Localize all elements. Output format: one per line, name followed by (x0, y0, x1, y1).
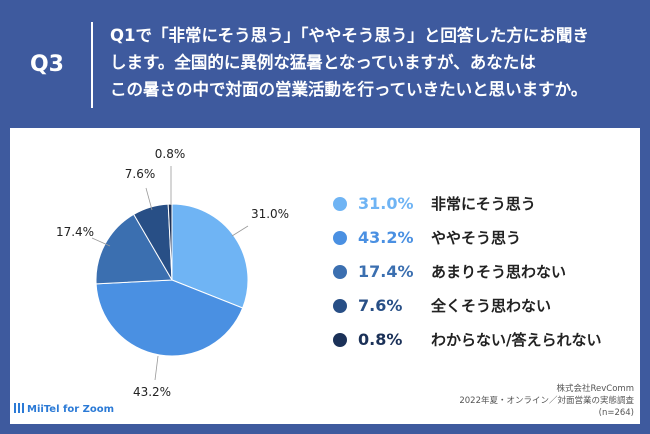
question-line: します。全国的に異例な猛暑となっていますが、あなたは (110, 53, 536, 72)
legend-label: 全くそう思わない (431, 297, 552, 315)
chart-legend: 31.0% 非常にそう思う 43.2% ややそう思う 17.4% あまりそう思わ… (333, 192, 633, 362)
slice-value-label: 17.4% (56, 225, 94, 239)
pie-slice (95, 279, 244, 357)
brand-logo: MiiTel for Zoom (14, 403, 114, 415)
label-leader-line (145, 187, 153, 211)
legend-label: 非常にそう思う (431, 195, 536, 213)
legend-value: 0.8% (358, 330, 403, 349)
legend-swatch (333, 231, 347, 245)
legend-value: 7.6% (358, 296, 403, 315)
legend-item: 7.6% 全くそう思わない (333, 294, 633, 328)
legend-item: 31.0% 非常にそう思う (333, 192, 633, 226)
legend-label: あまりそう思わない (431, 263, 567, 281)
legend-value: 31.0% (358, 194, 414, 213)
logo-text: MiiTel for Zoom (27, 404, 115, 415)
legend-swatch (333, 197, 347, 211)
question-text: Q1で「非常にそう思う」「ややそう思う」と回答した方にお聞き します。全国的に異… (110, 22, 640, 103)
slice-value-label: 0.8% (155, 147, 186, 161)
legend-swatch (333, 265, 347, 279)
label-leader-line (154, 355, 159, 381)
source-credit: 株式会社RevComm 2022年夏・オンライン／対面営業の実態調査 (n=26… (459, 383, 634, 419)
pie-chart: 31.0% 43.2% 17.4% 7.6% 0.8% (56, 147, 289, 399)
question-number-badge: Q3 (29, 52, 64, 77)
legend-value: 17.4% (358, 262, 414, 281)
legend-label: わからない/答えられない (431, 331, 602, 349)
label-leader-line (231, 225, 249, 237)
pie-slice (171, 203, 249, 309)
pie-slice (167, 203, 173, 281)
credit-line: (n=264) (598, 408, 634, 418)
legend-item: 0.8% わからない/答えられない (333, 328, 633, 362)
legend-swatch (333, 299, 347, 313)
legend-item: 17.4% あまりそう思わない (333, 260, 633, 294)
question-line: この暑さの中で対面の営業活動を行っていきたいと思いますか。 (110, 80, 588, 99)
credit-line: 2022年夏・オンライン／対面営業の実態調査 (459, 396, 634, 406)
legend-swatch (333, 333, 347, 347)
header-banner: Q3 Q1で「非常にそう思う」「ややそう思う」と回答した方にお聞き します。全国… (0, 0, 650, 128)
slice-value-label: 43.2% (133, 385, 171, 399)
credit-line: 株式会社RevComm (556, 384, 634, 394)
header-divider (91, 22, 93, 108)
legend-label: ややそう思う (431, 229, 522, 247)
slice-value-label: 31.0% (251, 207, 289, 221)
legend-item: 43.2% ややそう思う (333, 226, 633, 260)
slice-value-label: 7.6% (125, 167, 156, 181)
logo-icon (14, 403, 24, 413)
label-leader-line (91, 237, 111, 247)
legend-value: 43.2% (358, 228, 414, 247)
question-line: Q1で「非常にそう思う」「ややそう思う」と回答した方にお聞き (110, 26, 589, 45)
